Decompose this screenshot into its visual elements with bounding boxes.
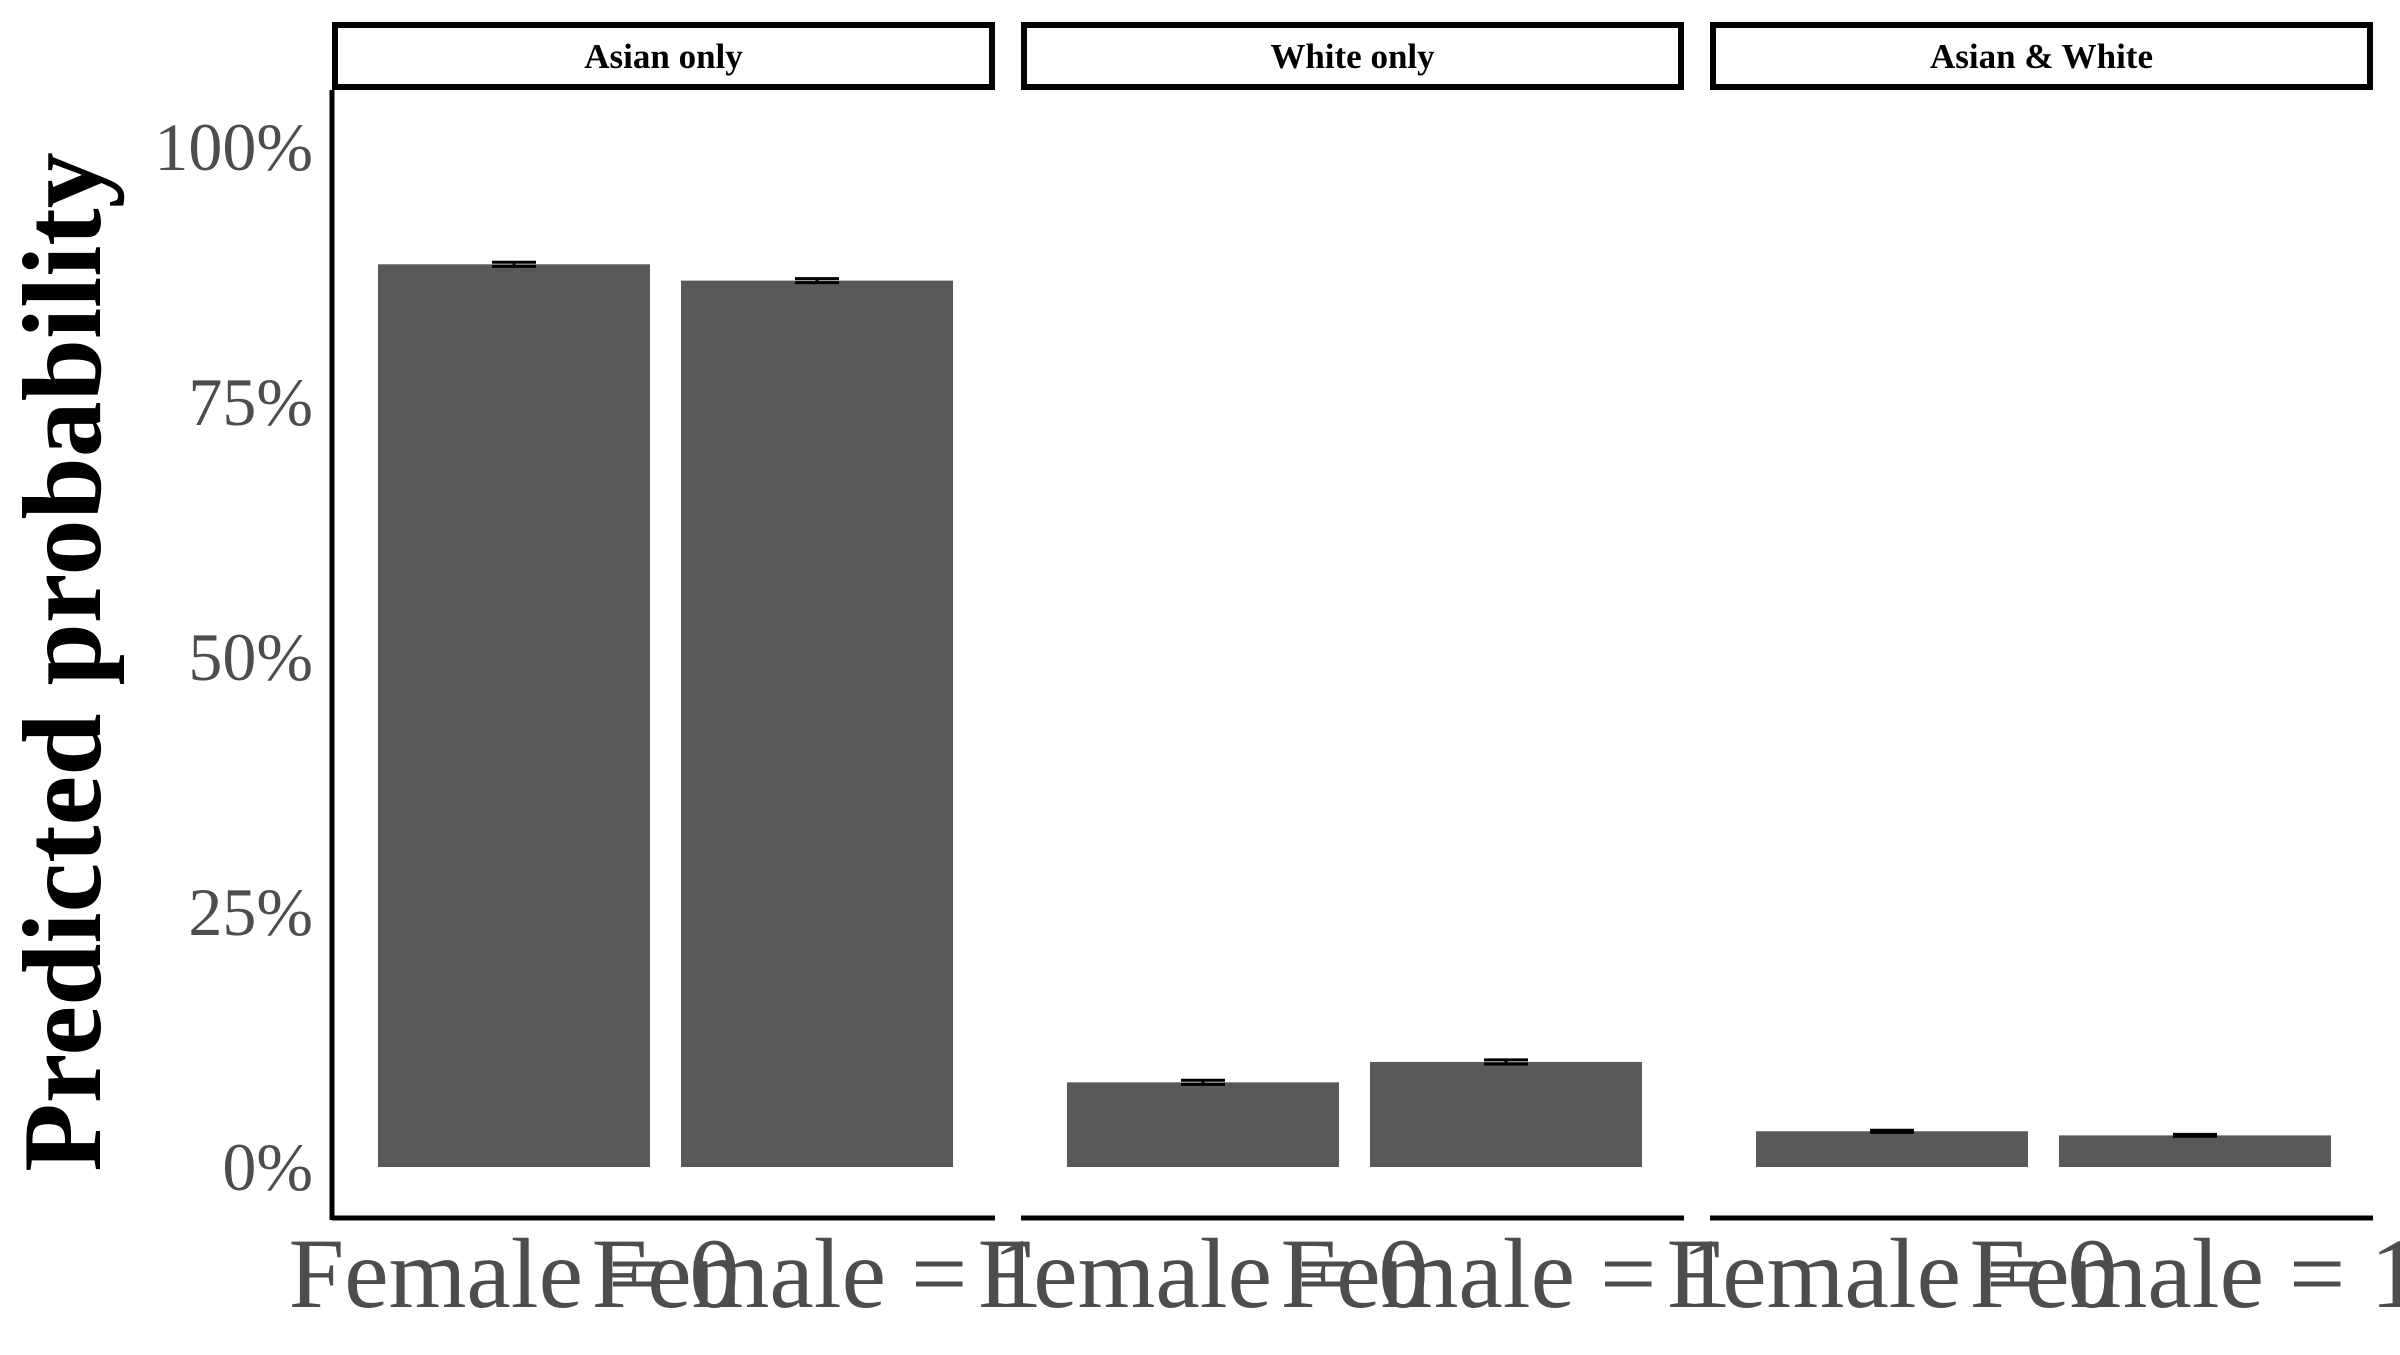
bar — [2059, 1135, 2331, 1167]
y-tick-label: 0% — [222, 1129, 313, 1205]
y-axis-title: Predicted probability — [1, 152, 125, 1171]
facet-strip-label: Asian only — [584, 37, 743, 76]
x-tick-label: Female = 0 — [978, 1218, 1429, 1329]
x-tick-label: Female = 1 — [592, 1218, 1043, 1329]
x-tick-label: Female = 1 — [1970, 1218, 2400, 1329]
bar — [1067, 1082, 1339, 1167]
y-tick-label: 75% — [188, 364, 313, 440]
y-axis-title-group: Predicted probability — [1, 152, 125, 1171]
x-tick-label: Female = 1 — [1281, 1218, 1732, 1329]
bar — [378, 264, 650, 1167]
facet-strip-label: White only — [1270, 37, 1435, 76]
facet-strip — [1710, 22, 2373, 90]
y-tick-label: 100% — [154, 109, 313, 185]
bar — [1756, 1131, 2028, 1167]
error-bar — [1181, 1078, 1225, 1086]
y-tick-label: 50% — [188, 619, 313, 695]
x-tick-label: Female = 0 — [289, 1218, 740, 1329]
facet-strip-label: Asian & White — [1930, 37, 2153, 76]
error-bar — [795, 277, 839, 285]
error-bar — [492, 260, 536, 268]
facet-strip — [1021, 22, 1684, 90]
error-bar — [1484, 1058, 1528, 1066]
error-bar — [1870, 1128, 1914, 1134]
error-bar — [2173, 1132, 2217, 1138]
bar — [1370, 1061, 1642, 1167]
y-tick-label: 25% — [188, 874, 313, 950]
bar — [681, 280, 953, 1167]
facet-strip — [332, 22, 995, 90]
y-axis-ticks: 0% 25% 50% 75% 100% — [154, 109, 313, 1205]
x-tick-label: Female = 0 — [1667, 1218, 2118, 1329]
